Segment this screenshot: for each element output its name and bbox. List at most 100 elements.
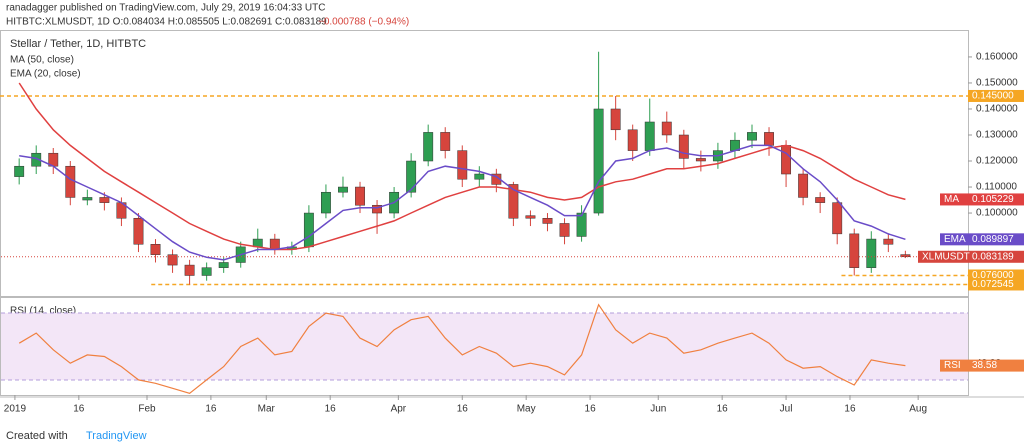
candle-body — [508, 184, 519, 219]
level-label: 0.145000 — [972, 91, 1014, 102]
indicator-line — [19, 144, 906, 261]
x-tick-label: Jul — [780, 404, 793, 415]
candle-body — [661, 121, 672, 136]
candle-body — [269, 238, 280, 250]
candle-body — [133, 217, 144, 245]
x-tick-label: 2019 — [4, 404, 27, 415]
candle-body — [14, 165, 25, 177]
indicator-name: EMA — [944, 234, 966, 245]
indicator-value: 0.089897 — [972, 234, 1014, 245]
candle-body — [372, 204, 382, 214]
candle-body — [184, 264, 195, 276]
candle-body — [65, 165, 76, 198]
candle-body — [559, 223, 570, 237]
change: −0.000788 (−0.94%) — [318, 17, 409, 28]
candle-body — [695, 158, 706, 162]
x-tick-label: 16 — [844, 404, 856, 415]
last-price-box — [918, 250, 1024, 263]
symbol-label: XLMUSDT — [922, 251, 970, 262]
candle-body — [627, 129, 638, 151]
y-tick-label: 0.150000 — [976, 78, 1018, 89]
candle-body — [82, 197, 93, 201]
x-tick-label: 16 — [457, 404, 469, 415]
candle-body — [832, 202, 843, 235]
rsi-legend: RSI (14, close) — [10, 306, 76, 317]
rsi-value: 38.58 — [972, 360, 997, 371]
candle-body — [849, 233, 860, 268]
price-pane — [0, 30, 969, 297]
y-tick-label: 0.110000 — [976, 182, 1017, 193]
x-tick-label: Apr — [391, 404, 407, 415]
indicator-value: 0.105229 — [972, 194, 1014, 205]
candle-body — [542, 217, 553, 224]
rsi-box — [940, 359, 1024, 372]
x-tick-label: 16 — [717, 404, 729, 415]
footer-text: Created with — [6, 430, 68, 442]
x-tick-label: 16 — [585, 404, 597, 415]
rsi-name: RSI — [944, 360, 961, 371]
candle-body — [167, 254, 178, 266]
quote: HITBTC:XLMUSDT, 1D O:0.084034 H:0.085505… — [6, 17, 327, 28]
candle-body — [474, 173, 485, 180]
candle-body — [644, 121, 655, 151]
candle-body — [406, 160, 417, 193]
level-label: 0.072545 — [972, 279, 1014, 290]
ma-legend: MA (50, close) — [10, 55, 74, 66]
candle-body — [883, 238, 894, 245]
x-tick-label: Jun — [650, 404, 666, 415]
indicator-box — [940, 193, 1024, 206]
candle-body — [610, 108, 621, 131]
indicator-name: MA — [944, 194, 959, 205]
level-label: 0.076000 — [972, 270, 1014, 281]
x-tick-label: Aug — [909, 404, 927, 415]
candle-body — [866, 238, 877, 268]
level-box — [968, 89, 1024, 102]
ema-legend: EMA (20, close) — [10, 69, 81, 80]
indicator-box — [940, 233, 1024, 246]
rsi-line — [18, 303, 906, 394]
candle-body — [900, 254, 911, 258]
x-tick-label: 16 — [325, 404, 337, 415]
level-box — [968, 278, 1024, 291]
rsi-pane — [0, 297, 969, 396]
candle-body — [423, 132, 434, 162]
candle-body — [457, 150, 468, 180]
last-price-value: 0.083189 — [972, 251, 1014, 262]
publisher: ranadagger published on TradingView.com,… — [6, 3, 325, 14]
x-tick-label: May — [517, 404, 536, 415]
footer-brand: TradingView — [86, 430, 147, 442]
x-tick-label: Mar — [258, 404, 276, 415]
candle-body — [576, 212, 587, 237]
rsi-band — [1, 313, 968, 380]
candle-body — [747, 132, 757, 141]
x-tick-label: 16 — [205, 404, 217, 415]
y-tick-label: 0.120000 — [976, 156, 1018, 167]
candle-body — [31, 152, 42, 167]
candle-body — [593, 108, 604, 214]
candle-body — [440, 132, 451, 151]
candle-body — [781, 145, 792, 175]
candle-body — [320, 191, 331, 214]
y-tick-label: 0.160000 — [976, 52, 1018, 63]
y-tick-label: 0.100000 — [976, 208, 1018, 219]
candle-body — [678, 134, 689, 159]
indicator-line — [18, 82, 906, 251]
candle-body — [338, 186, 348, 193]
candle-body — [201, 267, 212, 276]
candle-body — [798, 173, 809, 198]
candle-body — [218, 262, 229, 268]
candle-body — [525, 215, 536, 219]
candle-body — [150, 244, 161, 255]
candle-body — [764, 132, 774, 146]
y-tick-label: 0.140000 — [976, 104, 1018, 115]
candle-body — [815, 197, 826, 203]
candle-body — [355, 186, 365, 206]
y-tick-label: 0.130000 — [976, 130, 1018, 141]
x-tick-label: 16 — [73, 404, 85, 415]
candle-body — [99, 197, 110, 203]
x-tick-label: Feb — [138, 404, 156, 415]
price-title: Stellar / Tether, 1D, HITBTC — [10, 38, 146, 50]
candle-body — [303, 212, 314, 248]
